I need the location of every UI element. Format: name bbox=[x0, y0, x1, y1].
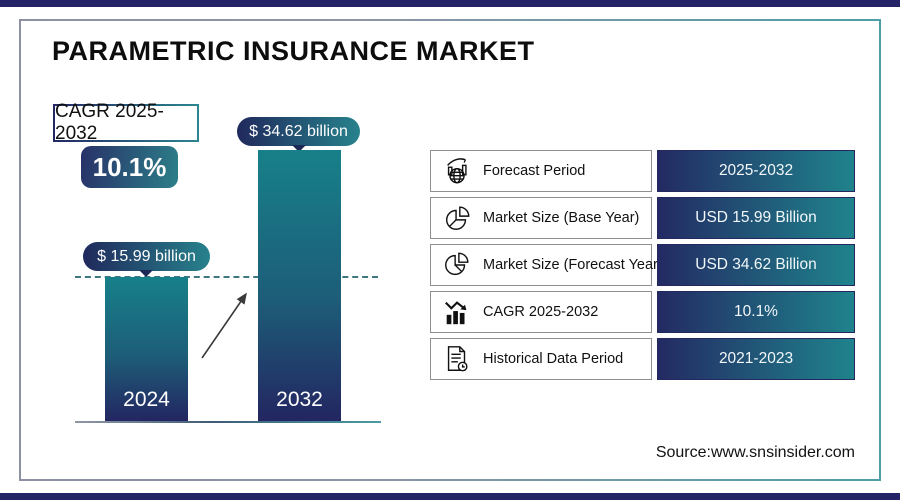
row-value: USD 15.99 Billion bbox=[657, 197, 855, 239]
table-row: CAGR 2025-2032 10.1% bbox=[430, 291, 855, 333]
bar-2032: 2032 bbox=[258, 150, 341, 421]
bar-value-label-2024: $ 15.99 billion bbox=[83, 242, 210, 271]
row-value: 10.1% bbox=[657, 291, 855, 333]
cagr-value-badge: 10.1% bbox=[81, 146, 178, 188]
top-accent-bar bbox=[0, 0, 900, 7]
growth-arrow-icon bbox=[201, 292, 247, 359]
row-label-cell: Historical Data Period bbox=[430, 338, 652, 380]
pie-chart-icon bbox=[441, 202, 473, 234]
page-title: PARAMETRIC INSURANCE MARKET bbox=[52, 36, 535, 66]
bar-2024: 2024 bbox=[105, 277, 188, 421]
row-value: 2021-2023 bbox=[657, 338, 855, 380]
document-clock-icon bbox=[441, 343, 473, 375]
bar-category-2024: 2024 bbox=[123, 388, 170, 411]
label-pointer-2032 bbox=[292, 145, 306, 152]
reference-dashed-line bbox=[75, 276, 378, 278]
pie-chart-icon bbox=[441, 249, 473, 281]
row-label-cell: Market Size (Forecast Year) bbox=[430, 244, 663, 286]
row-label: Forecast Period bbox=[483, 163, 586, 179]
cagr-label-box: CAGR 2025-2032 bbox=[53, 101, 199, 144]
row-label: Market Size (Base Year) bbox=[483, 210, 640, 226]
key-facts-table: Forecast Period 2025-2032 Market Size (B… bbox=[430, 150, 855, 385]
row-label: CAGR 2025-2032 bbox=[483, 304, 599, 320]
table-row: Forecast Period 2025-2032 bbox=[430, 150, 855, 192]
globe-trend-icon bbox=[441, 155, 473, 187]
label-pointer-2024 bbox=[139, 270, 153, 277]
row-label: Market Size (Forecast Year) bbox=[483, 257, 663, 273]
table-row: Market Size (Base Year) USD 15.99 Billio… bbox=[430, 197, 855, 239]
row-value: USD 34.62 Billion bbox=[657, 244, 855, 286]
bar-chart-trend-icon bbox=[441, 296, 473, 328]
bar-value-label-2032: $ 34.62 billion bbox=[237, 117, 360, 146]
row-label-cell: Market Size (Base Year) bbox=[430, 197, 652, 239]
row-label-cell: CAGR 2025-2032 bbox=[430, 291, 652, 333]
row-label-cell: Forecast Period bbox=[430, 150, 652, 192]
row-label: Historical Data Period bbox=[483, 351, 624, 367]
table-row: Market Size (Forecast Year) USD 34.62 Bi… bbox=[430, 244, 855, 286]
bar-category-2032: 2032 bbox=[276, 388, 323, 411]
bottom-accent-bar bbox=[0, 493, 900, 500]
x-axis-baseline bbox=[75, 421, 381, 423]
table-row: Historical Data Period 2021-2023 bbox=[430, 338, 855, 380]
source-attribution: Source:www.snsinsider.com bbox=[655, 444, 855, 461]
row-value: 2025-2032 bbox=[657, 150, 855, 192]
